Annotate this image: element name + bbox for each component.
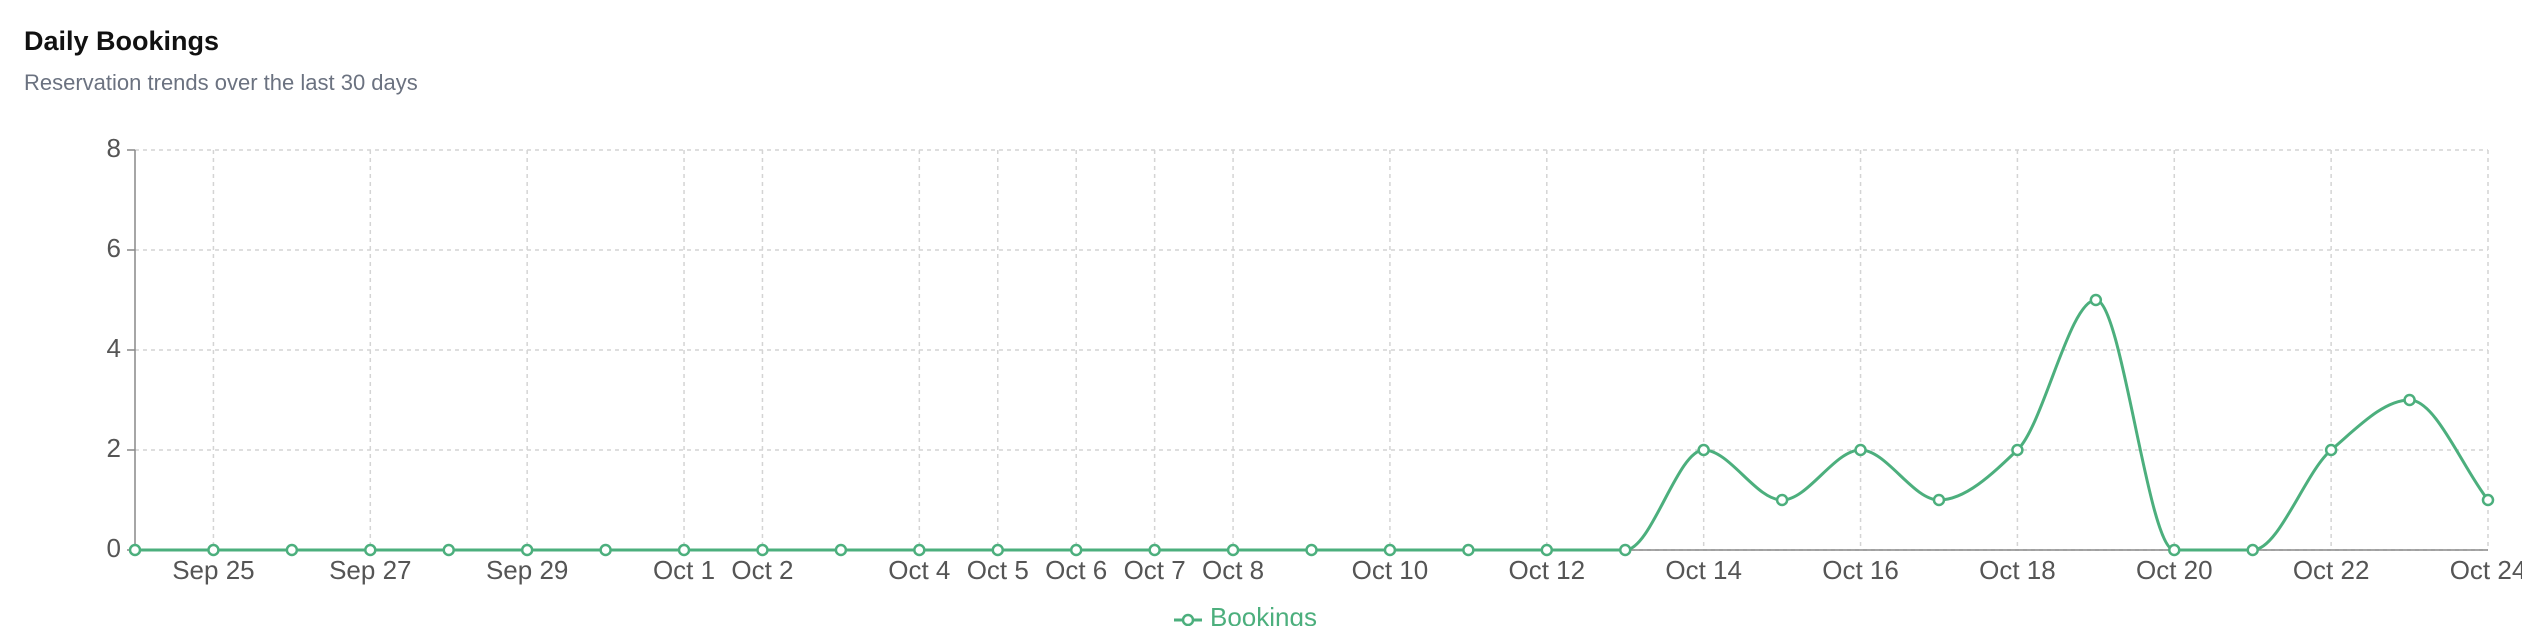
point	[1932, 493, 1946, 507]
x-tick-label: Sep 25	[172, 555, 254, 585]
x-tick-label: Oct 24	[2450, 555, 2522, 585]
chart-title: Daily Bookings	[24, 26, 219, 56]
point	[991, 543, 1005, 557]
y-tick-label: 8	[107, 133, 121, 163]
point	[2168, 543, 2181, 557]
point	[599, 543, 612, 557]
x-tick-label: Oct 6	[1045, 555, 1107, 585]
legend-label: Bookings	[1210, 602, 1317, 626]
point	[364, 543, 377, 557]
point	[520, 543, 534, 557]
point	[1462, 543, 1475, 557]
x-tick-label: Oct 10	[1352, 555, 1429, 585]
x-tick-label: Oct 2	[731, 555, 793, 585]
x-tick-label: Sep 29	[486, 555, 568, 585]
x-tick-label: Oct 14	[1665, 555, 1742, 585]
x-tick-label: Oct 1	[653, 555, 715, 585]
y-tick-label: 4	[107, 333, 121, 363]
point	[2481, 493, 2495, 507]
point	[1618, 543, 1632, 557]
point	[442, 543, 455, 557]
point	[1148, 543, 1161, 557]
x-tick-label: Oct 8	[1202, 555, 1264, 585]
point	[1854, 443, 1867, 457]
point	[2324, 443, 2338, 457]
x-tick-label: Oct 20	[2136, 555, 2213, 585]
point	[2403, 393, 2416, 407]
legend-swatch	[1181, 613, 1195, 626]
point	[1540, 543, 1554, 557]
point	[834, 543, 848, 557]
point	[128, 543, 142, 557]
point	[1226, 543, 1240, 557]
point	[207, 543, 220, 557]
x-tick-label: Oct 4	[888, 555, 950, 585]
point	[1069, 543, 1083, 557]
x-tick-label: Oct 22	[2293, 555, 2370, 585]
x-tick-label: Oct 7	[1124, 555, 1186, 585]
point	[285, 543, 299, 557]
x-tick-label: Sep 27	[329, 555, 411, 585]
point	[756, 543, 769, 557]
point	[1383, 543, 1397, 557]
x-tick-label: Oct 18	[1979, 555, 2056, 585]
point	[2246, 543, 2259, 557]
x-tick-label: Oct 5	[967, 555, 1029, 585]
line	[134, 298, 2490, 552]
x-tick-label: Oct 16	[1822, 555, 1899, 585]
x-tick-label: Oct 12	[1509, 555, 1586, 585]
y-tick-label: 0	[107, 533, 121, 563]
point	[2011, 443, 2024, 457]
point	[1697, 443, 1710, 457]
point	[913, 543, 926, 557]
y-tick-label: 6	[107, 233, 121, 263]
point	[1775, 493, 1789, 507]
point	[677, 543, 691, 557]
chart-subtitle: Reservation trends over the last 30 days	[24, 70, 418, 95]
y-tick-label: 2	[107, 433, 121, 463]
point	[1305, 543, 1318, 557]
point	[2089, 293, 2103, 307]
